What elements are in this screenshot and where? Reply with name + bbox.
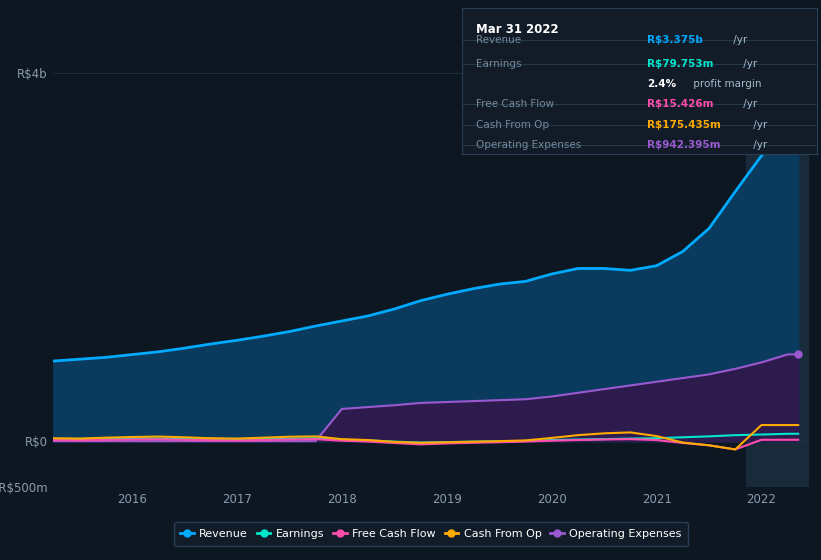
Text: 2.4%: 2.4% — [647, 79, 676, 89]
Text: R$79.753m: R$79.753m — [647, 59, 713, 69]
Text: Earnings: Earnings — [476, 59, 522, 69]
Text: Free Cash Flow: Free Cash Flow — [476, 100, 554, 110]
Text: /yr: /yr — [730, 35, 747, 45]
Text: /yr: /yr — [750, 120, 767, 130]
Text: Operating Expenses: Operating Expenses — [476, 140, 581, 150]
Legend: Revenue, Earnings, Free Cash Flow, Cash From Op, Operating Expenses: Revenue, Earnings, Free Cash Flow, Cash … — [174, 522, 688, 546]
Text: Cash From Op: Cash From Op — [476, 120, 549, 130]
Text: profit margin: profit margin — [690, 79, 761, 89]
Text: /yr: /yr — [750, 140, 767, 150]
Text: Mar 31 2022: Mar 31 2022 — [476, 23, 559, 36]
Text: R$15.426m: R$15.426m — [647, 100, 713, 110]
Text: /yr: /yr — [740, 100, 757, 110]
Text: R$3.375b: R$3.375b — [647, 35, 703, 45]
Text: Revenue: Revenue — [476, 35, 521, 45]
Text: R$175.435m: R$175.435m — [647, 120, 721, 130]
Text: R$942.395m: R$942.395m — [647, 140, 720, 150]
Text: /yr: /yr — [740, 59, 757, 69]
Bar — [745, 73, 809, 487]
